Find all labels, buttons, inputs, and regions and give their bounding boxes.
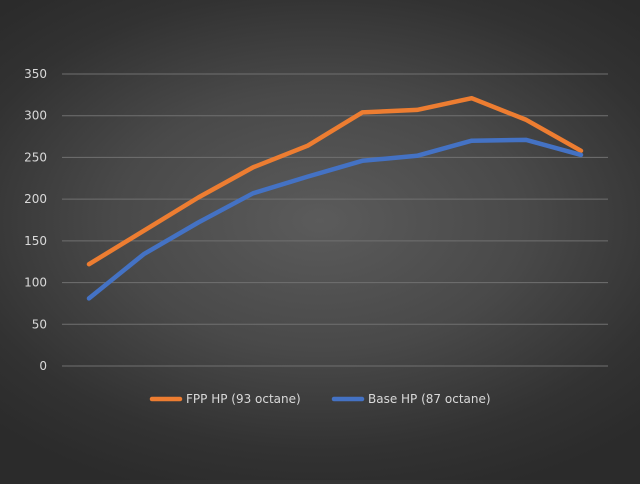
legend-label: Base HP (87 octane) <box>368 392 491 406</box>
grid-lines <box>62 73 608 367</box>
series-line-0 <box>86 95 584 267</box>
y-tick-label: 100 <box>24 276 47 290</box>
y-tick-label: 250 <box>24 150 47 164</box>
series-lines <box>86 95 584 301</box>
legend-item-1: Base HP (87 octane) <box>331 392 491 406</box>
y-tick-label: 350 <box>24 67 47 81</box>
legend-label: FPP HP (93 octane) <box>186 392 301 406</box>
y-tick-label: 50 <box>32 317 47 331</box>
legend: FPP HP (93 octane) Base HP (87 octane) <box>149 392 491 406</box>
y-tick-label: 200 <box>24 192 47 206</box>
y-tick-label: 0 <box>39 359 47 373</box>
y-tick-label: 300 <box>24 109 47 123</box>
legend-item-0: FPP HP (93 octane) <box>149 392 301 406</box>
y-axis-ticks: 0 50 100 150 200 250 300 350 <box>24 67 47 373</box>
series-line-1 <box>86 137 584 301</box>
y-tick-label: 150 <box>24 234 47 248</box>
